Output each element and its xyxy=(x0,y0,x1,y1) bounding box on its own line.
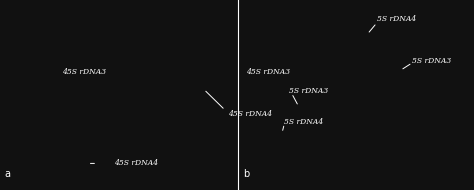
Text: 5S rDNA4: 5S rDNA4 xyxy=(284,118,324,126)
Text: 5S rDNA3: 5S rDNA3 xyxy=(412,57,452,65)
Text: 45S rDNA4: 45S rDNA4 xyxy=(114,159,158,167)
Text: 5S rDNA4: 5S rDNA4 xyxy=(377,15,416,23)
Text: a: a xyxy=(5,169,11,179)
Text: 45S rDNA3: 45S rDNA3 xyxy=(62,68,106,76)
Text: 45S rDNA3: 45S rDNA3 xyxy=(246,68,291,76)
Text: b: b xyxy=(243,169,249,179)
Text: 5S rDNA3: 5S rDNA3 xyxy=(289,87,328,95)
Text: 45S rDNA4: 45S rDNA4 xyxy=(228,110,272,118)
